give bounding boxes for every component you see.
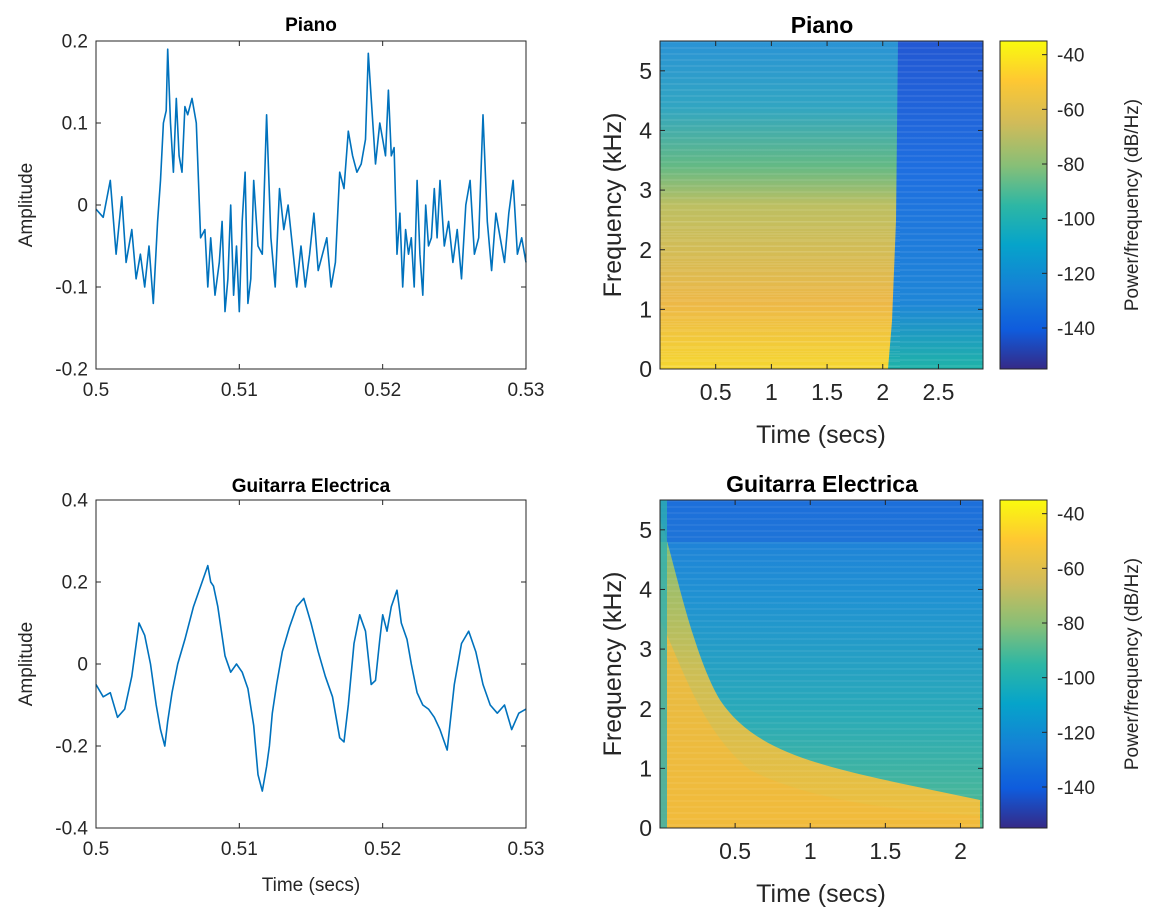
- axis-ticks: 0.5 1 1.5 2 2.5 0 1 2 3 4 5: [639, 41, 983, 405]
- colorbar-tick-label: -60: [1057, 559, 1084, 580]
- colorbar-box: [999, 40, 1048, 370]
- y-tick-label: -0.2: [55, 360, 88, 381]
- x-tick-label: 1.5: [811, 379, 843, 405]
- colorbar-tick-label: -120: [1057, 264, 1095, 285]
- panel-guitar-waveform: Guitarra Electrica 0.5 0.51 0.52 0.53 -0.4 -0…: [16, 476, 544, 896]
- y-tick-label: 0.1: [62, 114, 88, 135]
- axes-box: [659, 499, 984, 829]
- y-tick-label: 1: [639, 755, 652, 781]
- y-tick-label: 3: [639, 177, 652, 203]
- y-tick-label: 2: [639, 696, 652, 722]
- colorbar-tick-label: -100: [1057, 669, 1095, 690]
- y-tick-label: -0.2: [55, 737, 88, 758]
- x-axis-label: Time (secs): [262, 875, 361, 896]
- colorbar-label: Power/frequency (dB/Hz): [1122, 99, 1143, 311]
- x-axis-label: Time (secs): [756, 880, 886, 908]
- x-tick-label: 0.52: [364, 839, 401, 860]
- chart-title: Guitarra Electrica: [232, 476, 391, 497]
- y-tick-label: -0.1: [55, 278, 88, 299]
- y-axis-label: Frequency (kHz): [599, 113, 627, 298]
- y-tick-label: 0.4: [62, 491, 89, 512]
- colorbar-box: [999, 499, 1048, 829]
- chart-title: Guitarra Electrica: [726, 471, 918, 497]
- x-tick-label: 0.51: [221, 380, 258, 401]
- x-tick-label: 0.51: [221, 839, 258, 860]
- y-tick-label: 0: [639, 356, 652, 382]
- chart-title: Piano: [791, 12, 854, 38]
- y-tick-label: 3: [639, 636, 652, 662]
- y-tick-label: 1: [639, 296, 652, 322]
- y-tick-label: 2: [639, 237, 652, 263]
- colorbar-tick-label: -80: [1057, 155, 1084, 176]
- colorbar-tick-label: -140: [1057, 778, 1095, 799]
- x-tick-label: 0.52: [364, 380, 401, 401]
- colorbar-tick-label: -140: [1057, 319, 1095, 340]
- y-tick-label: -0.4: [55, 819, 88, 840]
- colorbar-tick-label: -40: [1057, 46, 1084, 67]
- spectrogram-image: [660, 500, 983, 828]
- axes-box: [95, 499, 527, 829]
- x-tick-label: 0.5: [83, 839, 109, 860]
- x-tick-label: 0.53: [508, 380, 545, 401]
- colorbar-ticks: -40 -60 -80 -100 -120 -140: [1042, 46, 1095, 340]
- colorbar-ticks: -40 -60 -80 -100 -120 -140: [1042, 505, 1095, 799]
- axis-ticks: 0.5 1 1.5 2 0 1 2 3 4 5: [639, 500, 983, 864]
- y-tick-label: 4: [639, 118, 652, 144]
- x-tick-label: 0.53: [508, 839, 545, 860]
- x-tick-label: 2.5: [922, 379, 954, 405]
- x-tick-label: 1: [765, 379, 778, 405]
- axes-box: [659, 40, 984, 370]
- y-tick-label: 0.2: [62, 573, 88, 594]
- y-tick-label: 4: [639, 577, 652, 603]
- y-tick-label: 5: [639, 58, 652, 84]
- spectrogram-image: [660, 41, 983, 369]
- y-tick-label: 0.2: [62, 32, 88, 53]
- x-tick-label: 1.5: [869, 838, 901, 864]
- colorbar: [1000, 500, 1047, 828]
- y-tick-label: 0: [77, 655, 88, 676]
- panel-piano-waveform: Piano 0.5 0.51 0.52 0.53 -0.2 -0.1 0 0.1 0.2 Amp…: [16, 15, 544, 401]
- panel-guitar-spectrogram: Guitarra Electrica: [599, 471, 1143, 908]
- series-line: [95, 564, 527, 792]
- y-axis-label: Amplitude: [16, 163, 37, 248]
- x-axis-label: Time (secs): [756, 421, 886, 449]
- axis-ticks: 0.5 0.51 0.52 0.53 -0.4 -0.2 0 0.2 0.4: [55, 491, 544, 860]
- colorbar-tick-label: -120: [1057, 723, 1095, 744]
- plot-area: [96, 41, 526, 369]
- x-tick-label: 1: [804, 838, 817, 864]
- y-tick-label: 0: [77, 196, 88, 217]
- y-tick-label: 5: [639, 517, 652, 543]
- colorbar: [1000, 41, 1047, 369]
- plot-area: [96, 500, 526, 828]
- y-axis-label: Amplitude: [16, 622, 37, 707]
- series-line-group: [95, 564, 527, 792]
- colorbar-tick-label: -40: [1057, 505, 1084, 526]
- axes-box: [95, 40, 527, 370]
- panel-piano-spectrogram: Piano: [599, 12, 1143, 449]
- colorbar-label: Power/frequency (dB/Hz): [1122, 558, 1143, 770]
- y-tick-label: 0: [639, 815, 652, 841]
- x-tick-label: 2: [876, 379, 889, 405]
- x-tick-label: 0.5: [700, 379, 732, 405]
- x-tick-label: 2: [954, 838, 967, 864]
- series-line: [95, 48, 527, 313]
- chart-title: Piano: [285, 15, 337, 36]
- x-tick-label: 0.5: [719, 838, 751, 864]
- series-line-group: [95, 48, 527, 313]
- colorbar-tick-label: -60: [1057, 100, 1084, 121]
- y-axis-label: Frequency (kHz): [599, 572, 627, 757]
- axis-ticks: 0.5 0.51 0.52 0.53 -0.2 -0.1 0 0.1 0.2: [55, 32, 544, 401]
- colorbar-tick-label: -80: [1057, 614, 1084, 635]
- colorbar-tick-label: -100: [1057, 210, 1095, 231]
- x-tick-label: 0.5: [83, 380, 109, 401]
